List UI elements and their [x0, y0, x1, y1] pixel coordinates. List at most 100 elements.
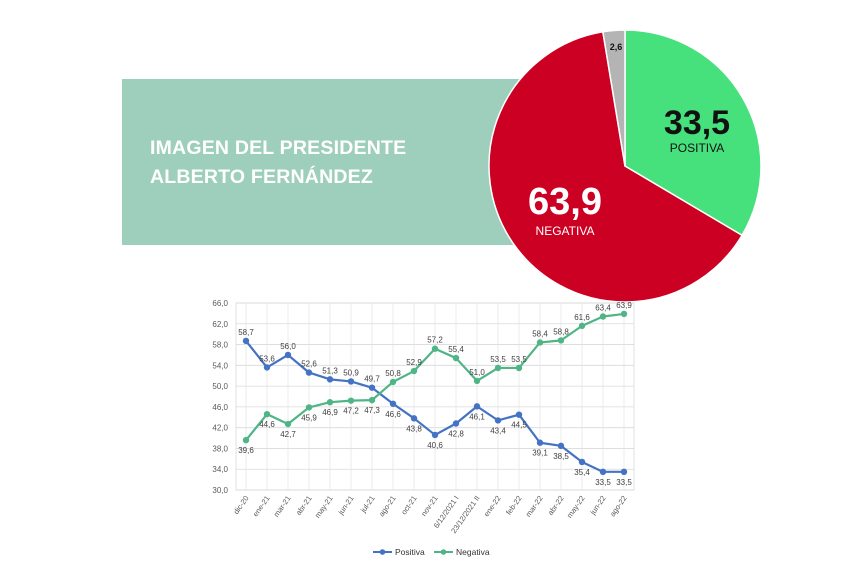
data-point-negativa	[305, 404, 313, 411]
data-label-negativa: 50,8	[385, 369, 401, 378]
y-tick-label: 66,0	[212, 299, 228, 308]
x-tick-label: ene-21	[251, 494, 272, 518]
data-point-positiva	[389, 400, 397, 407]
data-point-positiva	[347, 378, 355, 385]
pie-label-positiva: POSITIVA	[670, 141, 724, 155]
data-label-positiva: 44,5	[511, 421, 527, 430]
x-tick-label: jun-21	[336, 494, 356, 517]
pie-slice-negativa	[488, 30, 744, 303]
data-label-positiva: 50,9	[343, 368, 359, 377]
data-point-positiva	[326, 376, 334, 383]
title-line-1: IMAGEN DEL PRESIDENTE	[150, 137, 407, 159]
data-label-negativa: 47,2	[343, 407, 359, 416]
data-label-negativa: 53,5	[511, 355, 527, 364]
data-point-negativa	[473, 377, 481, 385]
data-label-positiva: 56,0	[280, 342, 296, 351]
data-point-negativa	[452, 354, 460, 362]
data-point-positiva	[536, 439, 544, 446]
x-axis-ticks: dic-20 ene-21 mar-21 abr-21 may-21 jun-21 jul-…	[232, 494, 629, 535]
legend-marker-negativa	[440, 549, 447, 555]
x-tick-label: ago-21	[377, 494, 398, 518]
y-tick-label: 54,0	[212, 361, 228, 370]
data-label-negativa: 47,3	[364, 406, 380, 415]
legend-label-negativa: Negativa	[456, 547, 490, 557]
chart-data-labels: 58,7 39,6 53,6 44,6 56,0 42,7 52,6 45,9 51,3 46,9…	[238, 301, 632, 487]
pie-value-other: 2,6	[610, 42, 623, 52]
data-point-negativa	[389, 378, 397, 386]
data-point-positiva	[368, 384, 376, 391]
y-tick-label: 46,0	[212, 403, 228, 412]
pie-label-negativa: NEGATIVA	[536, 224, 595, 238]
data-point-positiva	[620, 468, 628, 476]
x-tick-label: abr-22	[546, 494, 566, 517]
data-point-negativa	[494, 364, 502, 372]
y-tick-label: 62,0	[212, 320, 228, 329]
data-label-positiva: 52,6	[301, 360, 317, 369]
y-tick-label: 42,0	[212, 424, 228, 433]
chart-series	[242, 310, 628, 476]
y-tick-label: 34,0	[212, 465, 228, 474]
data-point-positiva	[494, 417, 502, 424]
data-point-positiva	[431, 431, 439, 439]
x-tick-label: nov-21	[419, 494, 440, 518]
legend-marker-positiva	[379, 549, 386, 555]
data-label-positiva: 33,5	[616, 478, 632, 487]
page-title: IMAGEN DEL PRESIDENTE ALBERTO FERNÁNDEZ	[150, 134, 480, 192]
data-label-negativa: 58,4	[532, 329, 548, 338]
data-label-negativa: 61,6	[574, 313, 590, 322]
pie-slice-positiva	[624, 29, 762, 237]
pie-value-negativa: 63,9	[528, 181, 602, 223]
data-label-negativa: 51,0	[469, 368, 485, 377]
y-axis-ticks: 30,0 34,0 38,0 42,0 46,0 50,0 54,0 58,0 62,0 66,0	[212, 299, 228, 495]
data-point-negativa	[599, 313, 607, 320]
y-tick-label: 50,0	[212, 382, 228, 391]
data-label-negativa: 45,9	[301, 413, 317, 422]
data-point-positiva	[410, 415, 418, 422]
data-point-positiva	[242, 337, 250, 345]
data-label-positiva: 49,7	[364, 375, 380, 384]
data-label-negativa: 63,9	[616, 301, 632, 310]
data-label-negativa: 63,4	[595, 304, 611, 313]
x-tick-label: ago-22	[608, 494, 629, 518]
data-point-positiva	[305, 369, 313, 376]
data-label-negativa: 55,4	[448, 345, 464, 354]
data-label-negativa: 39,6	[238, 446, 254, 455]
data-label-negativa: 52,9	[406, 358, 422, 367]
data-label-negativa: 53,5	[490, 355, 506, 364]
data-point-positiva	[452, 420, 460, 427]
data-label-positiva: 35,4	[574, 468, 590, 477]
data-point-negativa	[368, 396, 376, 404]
data-point-positiva	[578, 458, 586, 466]
x-tick-label: dic-20	[232, 494, 251, 516]
x-tick-label: oct-21	[399, 494, 418, 516]
data-point-negativa	[431, 345, 439, 352]
data-label-positiva: 38,5	[553, 452, 569, 461]
x-tick-label: jul-21	[358, 494, 376, 515]
data-point-positiva	[263, 364, 271, 371]
data-label-negativa: 58,8	[553, 327, 569, 336]
data-label-negativa: 42,7	[280, 430, 296, 439]
x-tick-label: mar-22	[524, 494, 545, 519]
chart-legend: Positiva Negativa	[373, 547, 490, 557]
title-line-2: ALBERTO FERNÁNDEZ	[150, 166, 373, 188]
data-label-positiva: 39,1	[532, 449, 548, 458]
data-label-negativa: 44,6	[259, 420, 275, 429]
y-tick-label: 38,0	[212, 444, 228, 453]
legend-label-positiva: Positiva	[395, 547, 425, 557]
data-label-positiva: 46,6	[385, 410, 401, 419]
data-point-positiva	[515, 411, 523, 418]
data-point-negativa	[515, 364, 523, 372]
data-label-positiva: 58,7	[238, 328, 254, 337]
pie-value-positiva: 33,5	[664, 104, 730, 142]
data-label-positiva: 40,6	[427, 441, 443, 450]
x-tick-label: may-22	[565, 494, 587, 520]
data-point-negativa	[620, 310, 628, 318]
data-label-positiva: 51,3	[322, 366, 338, 375]
data-label-positiva: 42,8	[448, 430, 464, 439]
x-tick-label: may-21	[313, 494, 335, 520]
x-tick-label: abr-21	[294, 494, 314, 517]
x-tick-label: jun-22	[588, 494, 608, 517]
data-point-negativa	[410, 367, 418, 375]
data-label-positiva: 53,6	[259, 354, 275, 363]
